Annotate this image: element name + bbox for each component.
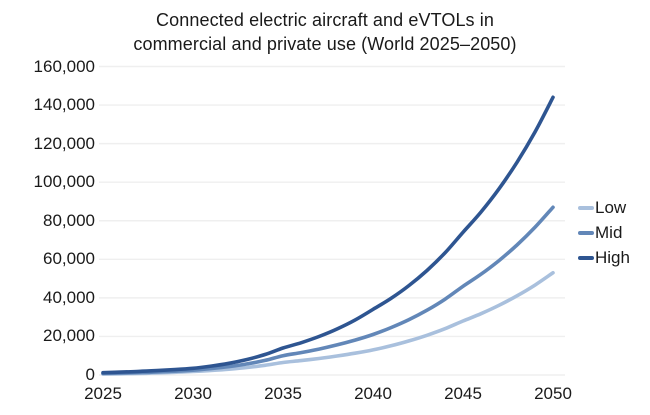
y-axis-tick-label: 20,000 — [43, 326, 95, 346]
legend-item-low: Low — [578, 195, 630, 220]
series-line-high — [101, 95, 555, 375]
x-axis-tick-label: 2025 — [84, 384, 122, 403]
legend-item-mid: Mid — [578, 220, 630, 245]
y-axis-tick-label: 60,000 — [43, 249, 95, 269]
chart-title: Connected electric aircraft and eVTOLs i… — [0, 8, 650, 56]
legend-label: High — [595, 247, 630, 267]
legend-swatch-high — [578, 255, 594, 260]
y-axis-tick-label: 120,000 — [33, 133, 95, 153]
y-axis-tick-label: 80,000 — [43, 210, 95, 230]
x-axis-tick-label: 2050 — [534, 384, 572, 403]
legend-swatch-low — [578, 205, 594, 210]
x-axis-tick-label: 2045 — [444, 384, 482, 403]
y-axis-tick-label: 100,000 — [33, 172, 95, 192]
series-line-low — [101, 271, 555, 376]
y-axis-tick-label: 40,000 — [43, 287, 95, 307]
chart-title-line1: Connected electric aircraft and eVTOLs i… — [156, 10, 494, 30]
legend-item-high: High — [578, 245, 630, 270]
y-axis-tick-label: 160,000 — [33, 56, 95, 76]
series-line-mid — [101, 205, 555, 376]
y-axis-tick-label: 0 — [85, 365, 95, 384]
legend-swatch-mid — [578, 230, 594, 235]
legend-label: Mid — [595, 222, 623, 242]
chart-title-line2: commercial and private use (World 2025–2… — [133, 34, 517, 54]
y-axis-tick-label: 140,000 — [33, 95, 95, 115]
legend: Low Mid High — [578, 195, 630, 270]
legend-label: Low — [595, 197, 627, 217]
x-axis-tick-label: 2035 — [264, 384, 302, 403]
x-axis-tick-label: 2040 — [354, 384, 392, 403]
x-axis-tick-label: 2030 — [174, 384, 212, 403]
